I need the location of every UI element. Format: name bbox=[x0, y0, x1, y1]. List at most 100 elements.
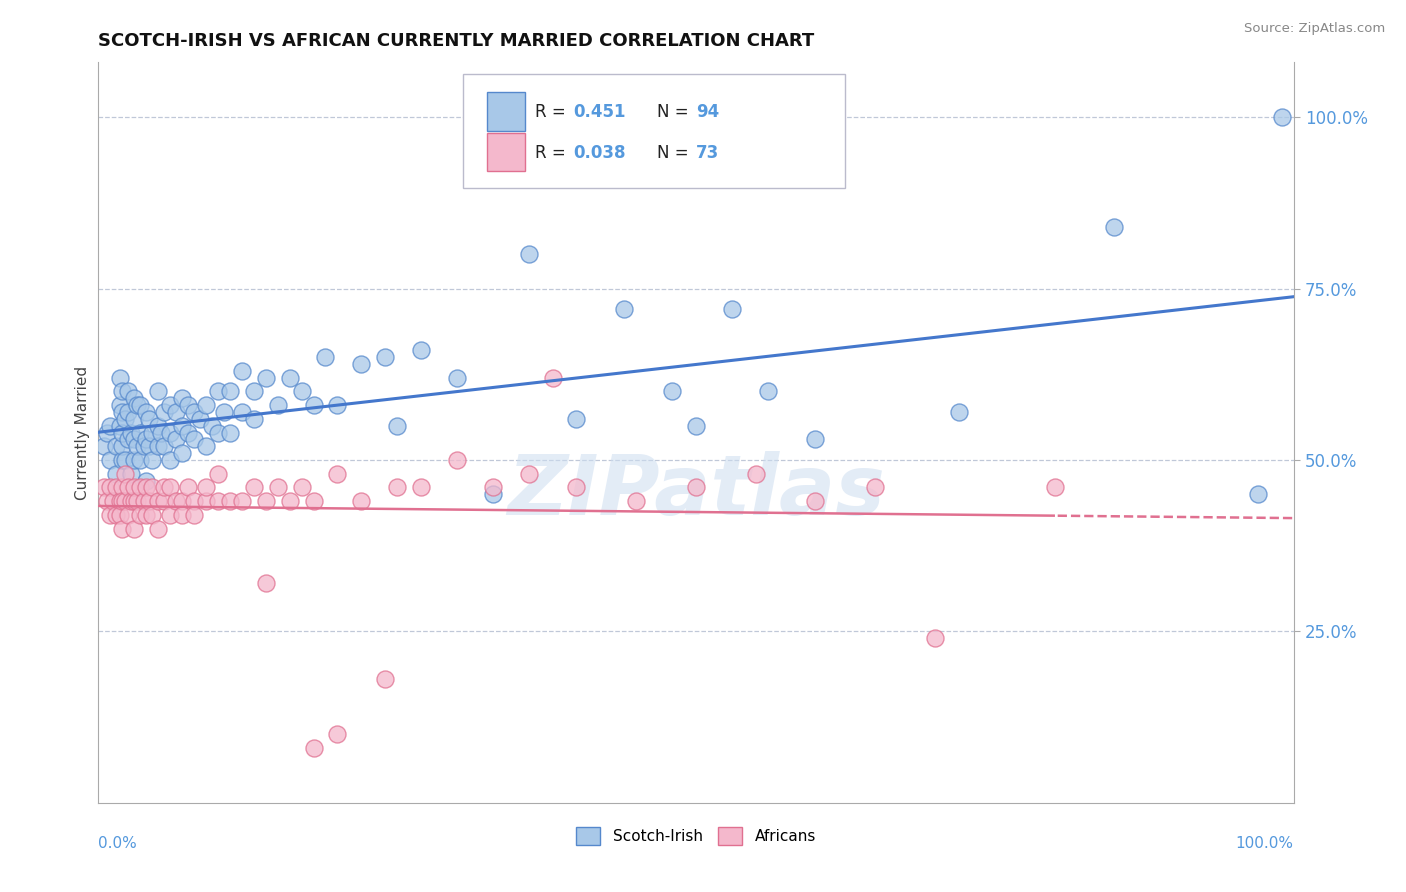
Point bbox=[111, 439, 134, 453]
Point bbox=[254, 371, 277, 385]
Point bbox=[219, 425, 242, 440]
Point bbox=[243, 384, 266, 399]
Point bbox=[517, 247, 540, 261]
Point bbox=[661, 384, 683, 399]
Point bbox=[278, 494, 301, 508]
FancyBboxPatch shape bbox=[463, 73, 845, 188]
Point bbox=[105, 480, 128, 494]
Point bbox=[129, 425, 152, 440]
Point bbox=[626, 494, 648, 508]
Point bbox=[108, 418, 131, 433]
Point bbox=[148, 418, 170, 433]
Point bbox=[117, 405, 139, 419]
Point bbox=[117, 433, 139, 447]
Point bbox=[172, 446, 194, 460]
Point bbox=[481, 480, 505, 494]
Text: 0.451: 0.451 bbox=[572, 103, 626, 121]
Point bbox=[207, 384, 229, 399]
Point bbox=[685, 480, 707, 494]
Point bbox=[129, 398, 152, 412]
Point bbox=[172, 392, 194, 406]
Point bbox=[219, 494, 242, 508]
Point bbox=[165, 433, 187, 447]
Point bbox=[201, 418, 224, 433]
Point bbox=[105, 508, 128, 522]
Point bbox=[207, 425, 229, 440]
Point bbox=[124, 480, 146, 494]
Point bbox=[135, 480, 157, 494]
Point bbox=[291, 384, 314, 399]
Point bbox=[114, 494, 136, 508]
Point bbox=[350, 357, 373, 371]
Point bbox=[302, 494, 325, 508]
Point bbox=[374, 673, 396, 687]
Point bbox=[177, 425, 200, 440]
Point bbox=[565, 480, 588, 494]
Point bbox=[141, 425, 163, 440]
Point bbox=[517, 467, 540, 481]
Point bbox=[183, 405, 205, 419]
Point bbox=[745, 467, 768, 481]
Point bbox=[132, 439, 155, 453]
Point bbox=[565, 412, 588, 426]
Point bbox=[804, 494, 827, 508]
Text: N =: N = bbox=[657, 144, 693, 161]
Point bbox=[183, 508, 205, 522]
Point bbox=[125, 494, 148, 508]
Text: R =: R = bbox=[534, 144, 571, 161]
Point bbox=[254, 494, 277, 508]
Point bbox=[243, 412, 266, 426]
Text: Source: ZipAtlas.com: Source: ZipAtlas.com bbox=[1244, 22, 1385, 36]
Point bbox=[153, 405, 176, 419]
Point bbox=[101, 494, 124, 508]
Point bbox=[374, 350, 396, 364]
Point bbox=[278, 371, 301, 385]
Point bbox=[159, 398, 181, 412]
Point bbox=[105, 467, 128, 481]
Point bbox=[96, 494, 118, 508]
Point bbox=[117, 384, 139, 399]
Point bbox=[124, 412, 146, 426]
Point bbox=[685, 418, 707, 433]
Point bbox=[117, 508, 139, 522]
Point bbox=[98, 480, 122, 494]
Point bbox=[141, 480, 163, 494]
Point bbox=[124, 392, 146, 406]
Point bbox=[129, 508, 152, 522]
Point bbox=[141, 453, 163, 467]
Point bbox=[411, 343, 433, 358]
Point bbox=[541, 371, 564, 385]
Point bbox=[125, 439, 148, 453]
Point bbox=[120, 425, 142, 440]
Point bbox=[114, 453, 136, 467]
Point bbox=[865, 480, 887, 494]
Point bbox=[172, 508, 194, 522]
Y-axis label: Currently Married: Currently Married bbox=[75, 366, 90, 500]
Point bbox=[138, 494, 160, 508]
Point bbox=[120, 467, 142, 481]
Point bbox=[385, 418, 409, 433]
Point bbox=[117, 480, 139, 494]
Point bbox=[108, 494, 131, 508]
Point bbox=[1104, 219, 1126, 234]
Point bbox=[111, 522, 134, 536]
Text: 0.038: 0.038 bbox=[572, 144, 626, 161]
Point bbox=[756, 384, 779, 399]
Point bbox=[243, 480, 266, 494]
Point bbox=[148, 522, 170, 536]
Point bbox=[291, 480, 314, 494]
Text: 100.0%: 100.0% bbox=[1236, 836, 1294, 851]
FancyBboxPatch shape bbox=[486, 133, 524, 171]
Point bbox=[159, 480, 181, 494]
Point bbox=[231, 364, 253, 378]
Point bbox=[132, 494, 155, 508]
Point bbox=[93, 480, 115, 494]
Point bbox=[135, 508, 157, 522]
Point bbox=[207, 467, 229, 481]
Point bbox=[195, 480, 218, 494]
Point bbox=[172, 418, 194, 433]
Point bbox=[411, 480, 433, 494]
Point bbox=[195, 398, 218, 412]
Text: SCOTCH-IRISH VS AFRICAN CURRENTLY MARRIED CORRELATION CHART: SCOTCH-IRISH VS AFRICAN CURRENTLY MARRIE… bbox=[98, 32, 814, 50]
Point bbox=[129, 453, 152, 467]
